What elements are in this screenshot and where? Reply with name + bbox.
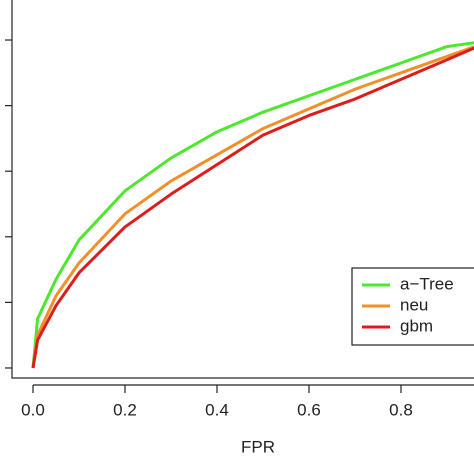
x-tick-label: 0.2 — [113, 400, 137, 419]
plot-frame — [11, 0, 474, 379]
legend-label: a−Tree — [400, 274, 454, 293]
legend-label: gbm — [400, 316, 433, 335]
x-axis-label: FPR — [241, 437, 275, 456]
x-tick-label: 0.8 — [389, 400, 413, 419]
series-line — [31, 41, 474, 369]
x-tick-label: 0.0 — [21, 400, 45, 419]
series-line — [31, 46, 474, 369]
x-tick-label: 0.4 — [205, 400, 229, 419]
x-tick-label: 0.6 — [297, 400, 321, 419]
series-line — [31, 45, 474, 369]
legend-label: neu — [400, 295, 428, 314]
